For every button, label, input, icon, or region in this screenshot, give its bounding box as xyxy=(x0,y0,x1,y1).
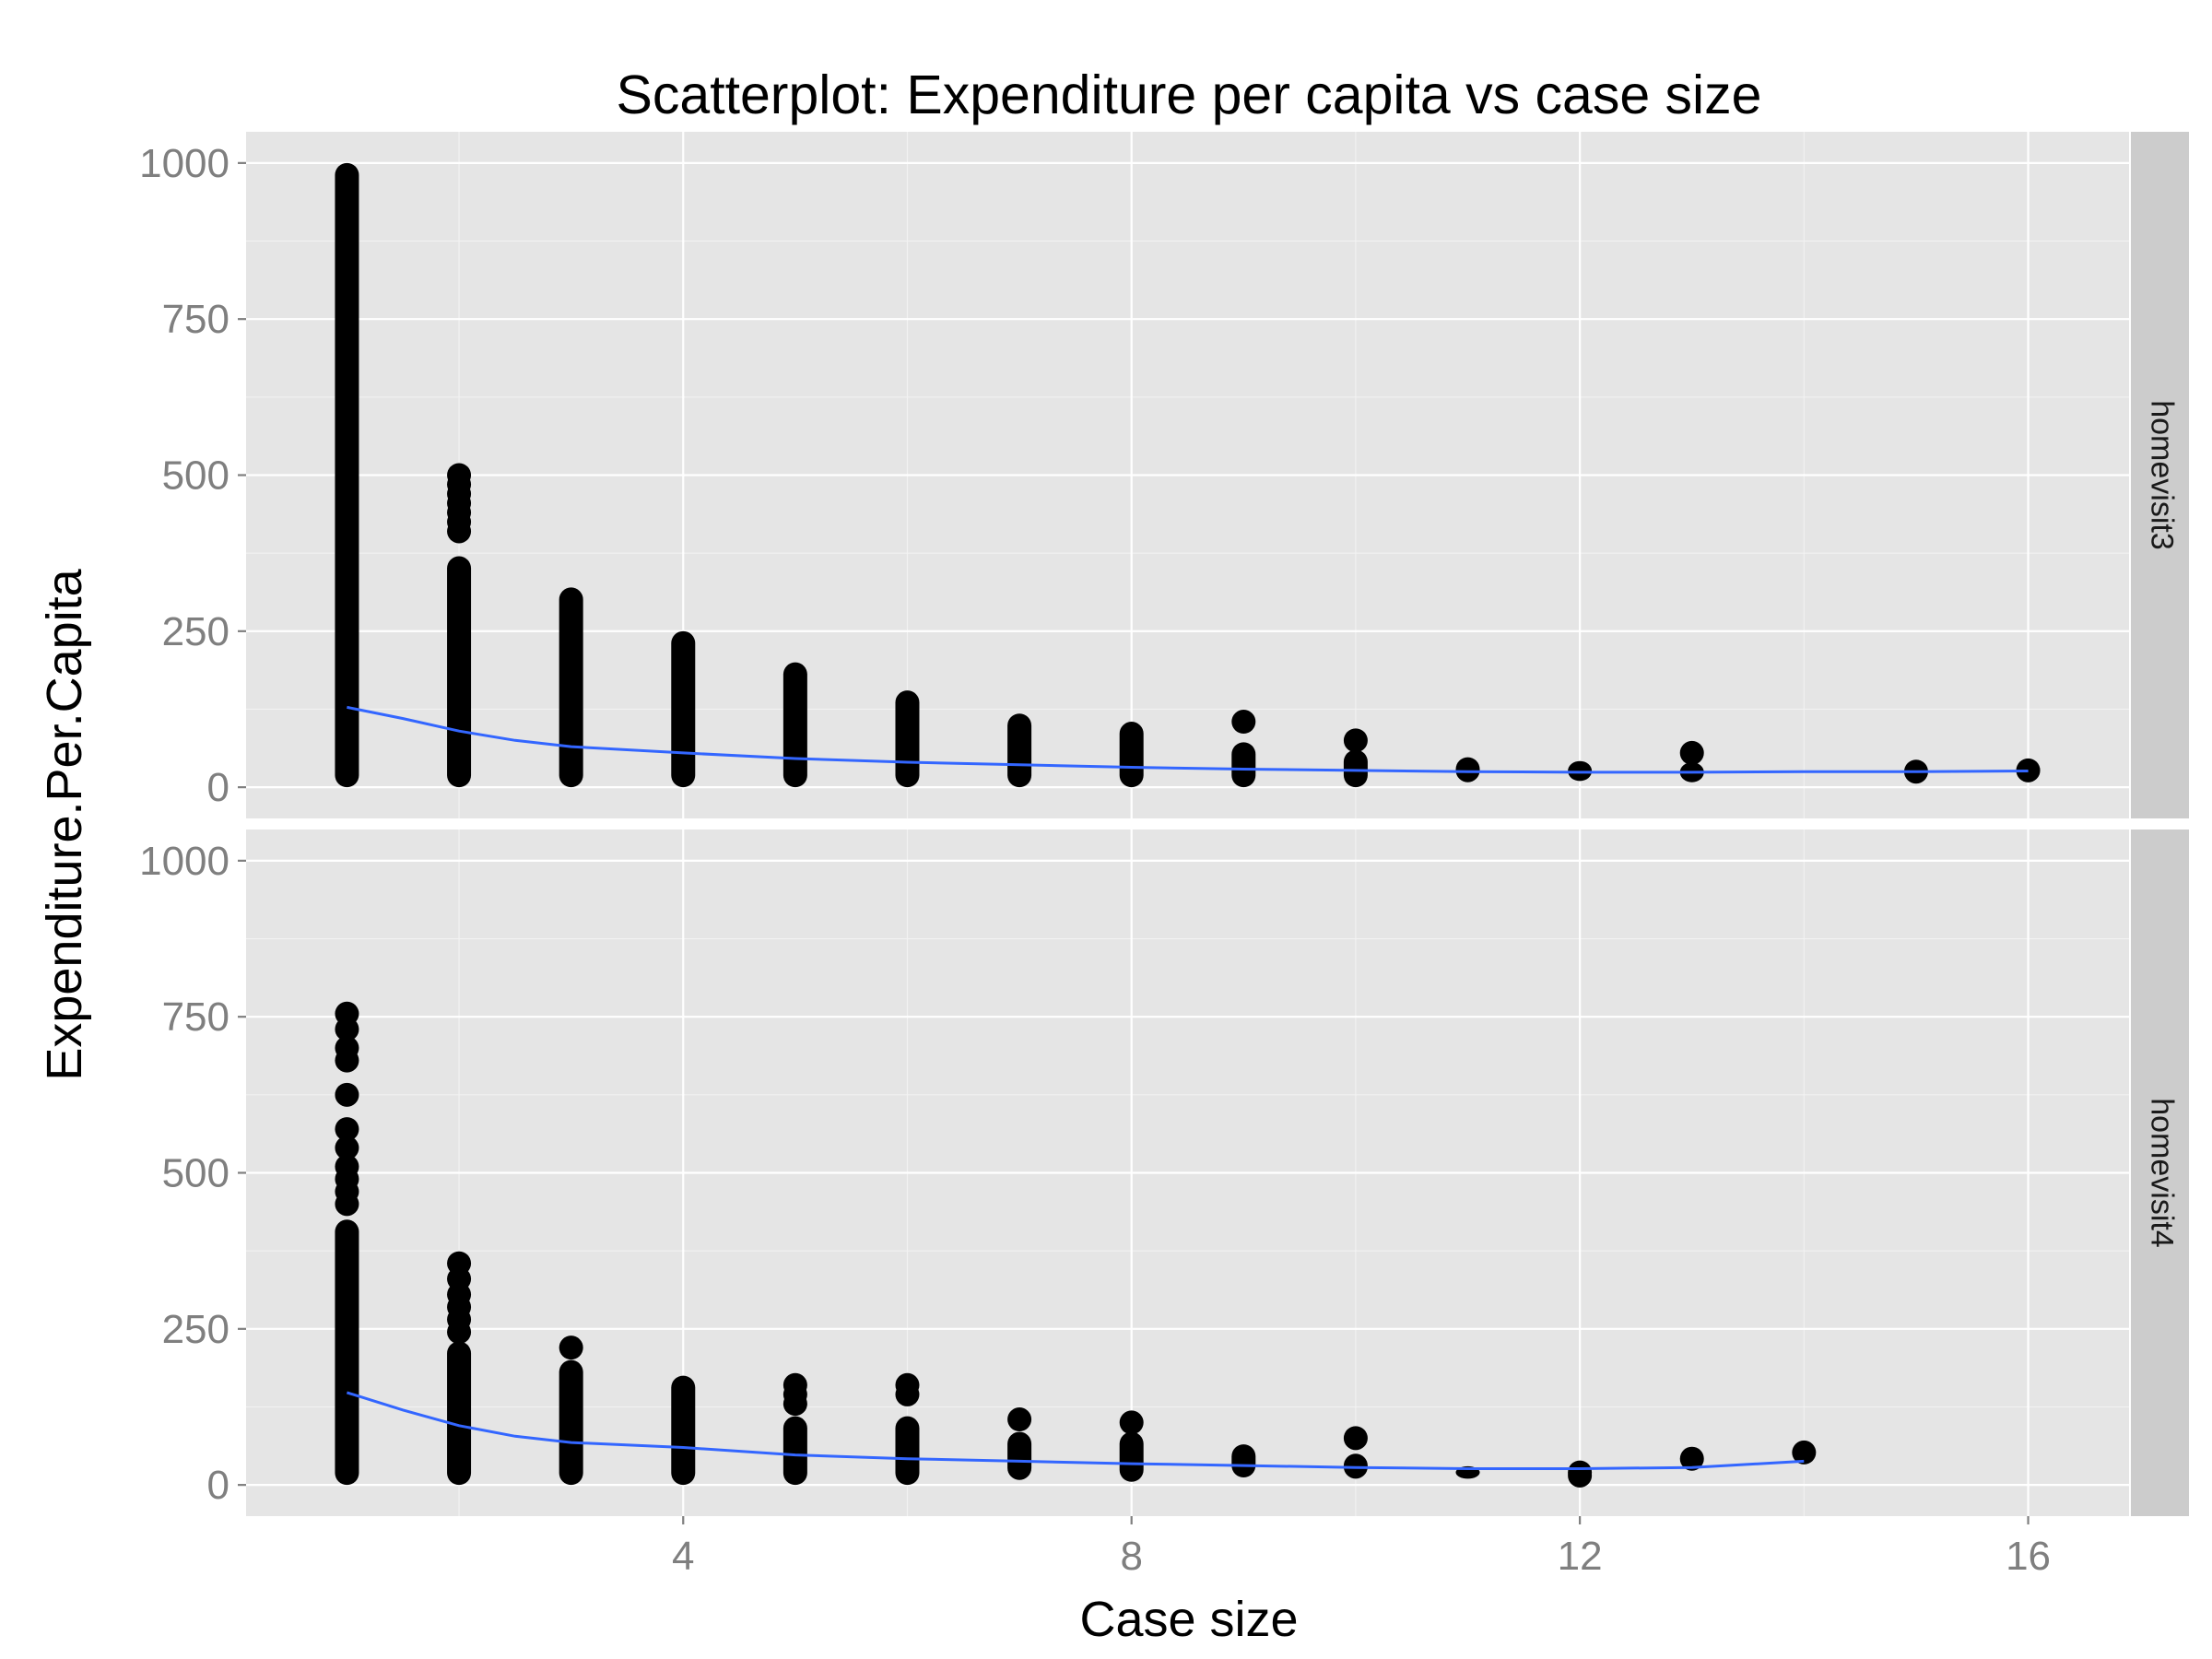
data-point xyxy=(1568,1463,1593,1488)
y-tick-label: 1000 xyxy=(139,839,229,884)
point-column xyxy=(447,556,472,788)
point-column xyxy=(335,1219,359,1486)
data-point xyxy=(1343,1426,1368,1451)
data-point xyxy=(335,1017,359,1041)
data-point xyxy=(335,1135,359,1160)
data-point xyxy=(1679,740,1704,765)
data-point xyxy=(1792,1440,1817,1465)
point-column xyxy=(1007,713,1032,788)
data-point xyxy=(1679,1446,1704,1471)
x-tick-label: 4 xyxy=(672,1534,694,1579)
x-tick-label: 12 xyxy=(1558,1534,1603,1579)
point-column xyxy=(895,690,920,788)
data-point xyxy=(1007,1407,1032,1432)
y-tick-label: 0 xyxy=(207,1463,229,1508)
x-axis-title: Case size xyxy=(1079,1592,1298,1647)
facet-strip-label: homevisit3 xyxy=(2145,400,2180,550)
x-axis: 4 8 12 16 xyxy=(672,1516,2051,1579)
data-point xyxy=(335,1082,359,1107)
smoothing-line xyxy=(347,705,2029,774)
point-column xyxy=(1455,757,1480,782)
data-point xyxy=(559,1335,583,1360)
data-point xyxy=(895,1382,920,1406)
y-tick-label: 500 xyxy=(162,453,229,499)
y-tick-label: 1000 xyxy=(139,141,229,186)
point-column xyxy=(671,630,696,788)
point-column xyxy=(782,662,807,788)
y-tick-label: 500 xyxy=(162,1151,229,1196)
data-point xyxy=(782,1392,807,1417)
data-point xyxy=(335,1048,359,1073)
panels: 0 250 500 750 1000 homevisit3 0 250 500 750 1000 ho… xyxy=(139,132,2189,1516)
facet-panel-homevisit3: 0 250 500 750 1000 homevisit3 xyxy=(139,132,2189,818)
y-axis-title: Expenditure.Per.Capita xyxy=(37,568,92,1080)
x-tick-label: 16 xyxy=(2006,1534,2051,1579)
y-tick-label: 750 xyxy=(162,297,229,342)
smoothing-line xyxy=(346,1391,1805,1470)
data-points xyxy=(335,1001,1817,1488)
data-point xyxy=(1343,728,1368,753)
point-column xyxy=(335,162,359,788)
point-column xyxy=(1231,742,1256,788)
y-tick-label: 750 xyxy=(162,994,229,1040)
chart-title: Scatterplot: Expenditure per capita vs c… xyxy=(617,65,1762,125)
data-point xyxy=(447,1320,472,1345)
data-point xyxy=(335,1192,359,1217)
point-column xyxy=(447,1341,472,1486)
facet-strip xyxy=(2131,132,2189,818)
point-column xyxy=(895,1416,920,1486)
data-point xyxy=(335,1117,359,1142)
point-column xyxy=(1119,722,1144,788)
point-column xyxy=(671,1375,696,1486)
y-tick-label: 250 xyxy=(162,1307,229,1352)
facet-panel-homevisit4: 0 250 500 750 1000 homevisit4 xyxy=(139,830,2189,1516)
point-column xyxy=(1231,1444,1256,1478)
x-tick-label: 8 xyxy=(1120,1534,1142,1579)
point-column xyxy=(1007,1431,1032,1480)
point-column xyxy=(1119,1431,1144,1482)
point-column xyxy=(1343,749,1368,788)
data-point xyxy=(447,519,472,544)
facet-strip xyxy=(2131,830,2189,1516)
y-tick-label: 250 xyxy=(162,609,229,654)
facet-strip-label: homevisit4 xyxy=(2145,1098,2180,1248)
data-point xyxy=(1119,1410,1144,1435)
y-tick-label: 0 xyxy=(207,765,229,810)
data-point xyxy=(1231,710,1256,735)
point-column xyxy=(559,1359,583,1486)
point-column xyxy=(559,587,583,788)
point-column xyxy=(782,1416,807,1486)
